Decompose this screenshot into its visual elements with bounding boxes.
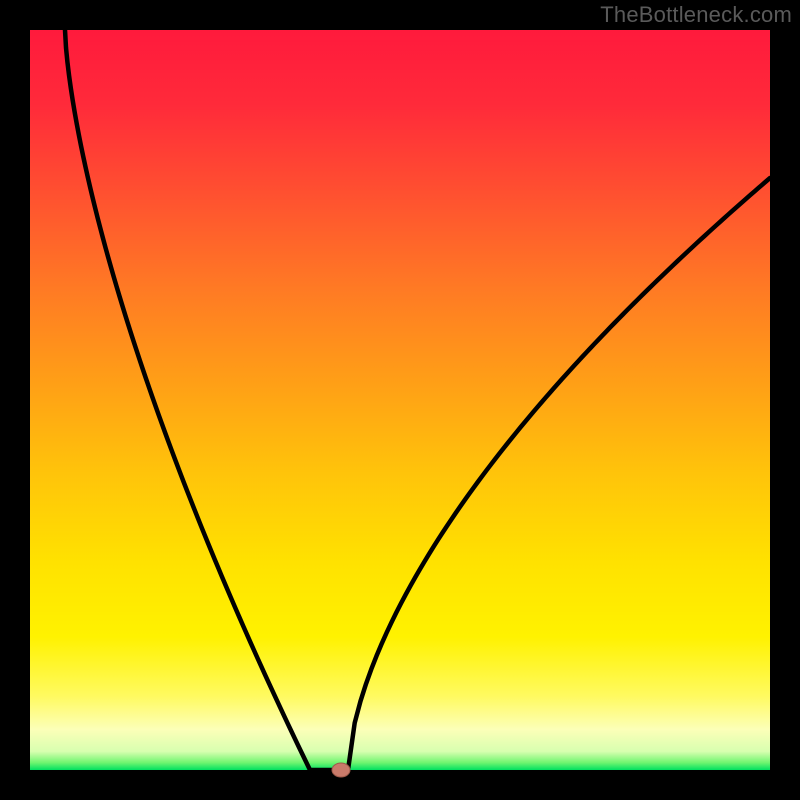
bottleneck-chart [0,0,800,800]
watermark-text: TheBottleneck.com [600,2,792,28]
gradient-background [30,30,770,770]
chart-container: TheBottleneck.com [0,0,800,800]
vertex-marker [332,763,350,777]
